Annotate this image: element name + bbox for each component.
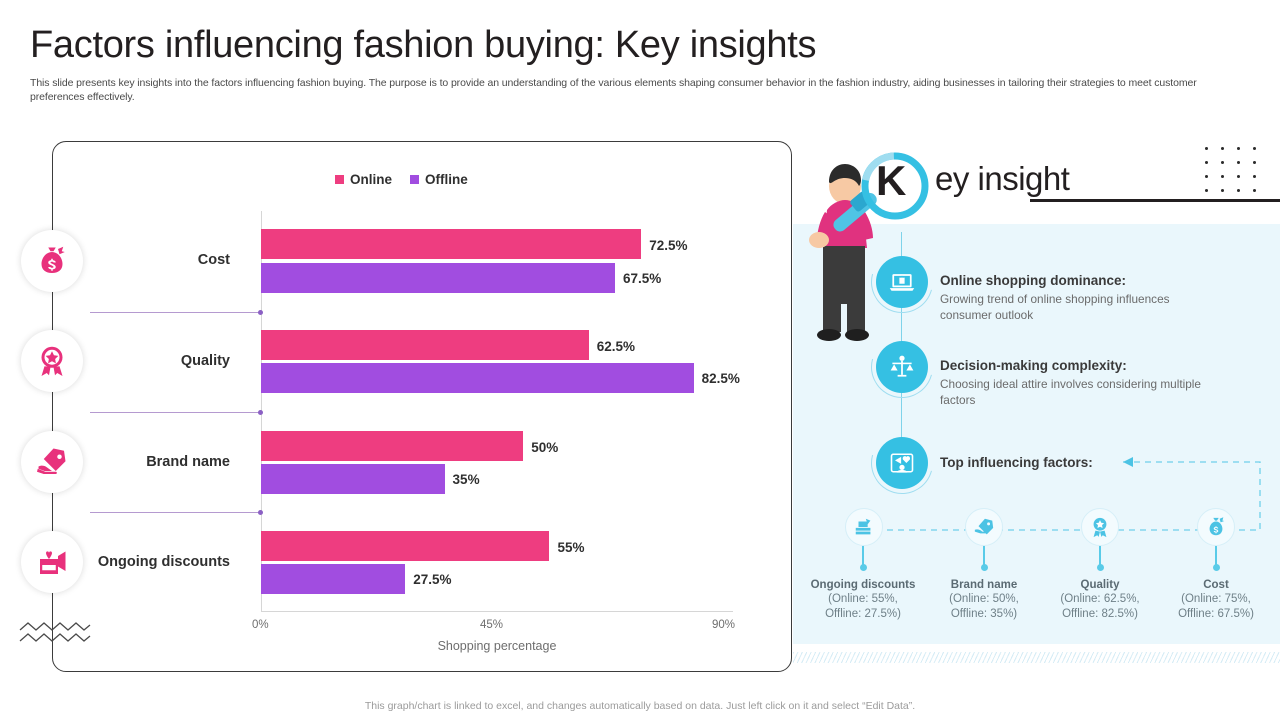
factor-stem-2 bbox=[983, 546, 986, 570]
hatched-band-decoration bbox=[793, 652, 1280, 663]
legend-swatch-offline bbox=[410, 175, 420, 184]
page-subtitle: This slide presents key insights into th… bbox=[30, 77, 1197, 103]
laptop-shopping-icon bbox=[876, 256, 928, 308]
person-with-magnifier-illustration bbox=[809, 164, 877, 341]
insight-desc-1: Growing trend of online shopping influen… bbox=[940, 292, 1170, 322]
category-label-brand: Brand name bbox=[146, 454, 230, 470]
bar-value-offline-cost: 67.5% bbox=[623, 271, 662, 286]
discount-megaphone-icon bbox=[21, 531, 83, 593]
factor-label-2: Brand name bbox=[950, 579, 1018, 591]
page-title: Factors influencing fashion buying: Key … bbox=[30, 24, 817, 66]
bar-online-brand bbox=[261, 431, 524, 461]
x-axis-title: Shopping percentage bbox=[437, 639, 557, 653]
legend-label-offline: Offline bbox=[425, 172, 468, 187]
quality-badge-icon bbox=[1081, 508, 1119, 546]
group-connector-3 bbox=[90, 512, 261, 513]
bar-offline-brand bbox=[261, 464, 445, 494]
price-tag-hand-icon bbox=[21, 431, 83, 493]
price-tag-hand-icon bbox=[965, 508, 1003, 546]
zigzag-decoration bbox=[19, 622, 91, 642]
group-connector-dot-3 bbox=[258, 510, 263, 515]
factor-label-1: Ongoing discounts bbox=[810, 579, 916, 591]
chart-card bbox=[52, 141, 792, 672]
group-connector-dot-1 bbox=[258, 310, 263, 315]
category-label-discounts: Ongoing discounts bbox=[97, 554, 230, 570]
bar-offline-quality bbox=[261, 363, 694, 393]
money-bag-icon bbox=[21, 230, 83, 292]
balance-scale-person-icon bbox=[876, 341, 928, 393]
bar-online-quality bbox=[261, 330, 589, 360]
legend-item-online: Online bbox=[335, 172, 392, 187]
factor-label-4: Cost bbox=[1203, 579, 1229, 591]
key-insight-heading: ey insight bbox=[935, 160, 1070, 197]
bar-value-online-brand: 50% bbox=[531, 440, 559, 455]
x-tick-0: 0% bbox=[252, 619, 269, 631]
x-tick-90: 90% bbox=[712, 619, 736, 631]
key-letter: K bbox=[876, 157, 907, 204]
bar-value-online-discounts: 55% bbox=[557, 540, 585, 555]
key-insight-underline bbox=[1030, 199, 1280, 202]
legend-swatch-online bbox=[335, 175, 344, 184]
magnifier-ring-icon bbox=[861, 152, 929, 220]
bar-online-discounts bbox=[261, 531, 550, 561]
chart-x-axis bbox=[261, 611, 733, 613]
factor-dot-1 bbox=[860, 564, 867, 571]
insight-desc-2: Choosing ideal attire involves consideri… bbox=[940, 377, 1201, 407]
quality-badge-icon bbox=[21, 330, 83, 392]
bar-value-online-quality: 62.5% bbox=[596, 339, 636, 354]
x-tick-45: 45% bbox=[480, 619, 504, 631]
category-label-quality: Quality bbox=[180, 353, 230, 369]
money-bag-icon bbox=[1197, 508, 1235, 546]
bar-offline-discounts bbox=[261, 564, 406, 594]
factor-stem-1 bbox=[862, 546, 865, 570]
factor-label-3: Quality bbox=[1080, 579, 1120, 591]
factor-dot-2 bbox=[981, 564, 988, 571]
key-insight-panel bbox=[793, 224, 1280, 644]
icon-rail-line bbox=[52, 230, 54, 560]
group-connector-2 bbox=[90, 412, 261, 413]
factor-dot-4 bbox=[1213, 564, 1220, 571]
bar-value-offline-quality: 82.5% bbox=[701, 371, 740, 386]
insight-title-2: Decision-making complexity: bbox=[940, 358, 1127, 373]
factor-stem-3 bbox=[1099, 546, 1102, 570]
group-connector-dot-2 bbox=[258, 410, 263, 415]
bar-online-cost bbox=[261, 229, 642, 259]
factor-stem-4 bbox=[1215, 546, 1218, 570]
factor-dot-3 bbox=[1097, 564, 1104, 571]
bar-value-offline-discounts: 27.5% bbox=[413, 572, 452, 587]
bar-value-online-cost: 72.5% bbox=[649, 238, 688, 253]
chart-legend: Online Offline bbox=[335, 172, 468, 187]
discount-stack-icon bbox=[845, 508, 883, 546]
factor-value-1: (Online: 55%, Offline: 27.5%) bbox=[825, 593, 901, 620]
legend-item-offline: Offline bbox=[410, 172, 468, 187]
factor-value-2: (Online: 50%, Offline: 35%) bbox=[949, 593, 1019, 620]
factor-flow-dashed-path bbox=[868, 457, 1261, 531]
legend-label-online: Online bbox=[350, 172, 393, 187]
customer-preference-icon bbox=[876, 437, 928, 489]
insight-title-3: Top influencing factors: bbox=[940, 455, 1093, 470]
bar-offline-cost bbox=[261, 263, 615, 293]
bar-value-offline-brand: 35% bbox=[452, 472, 480, 487]
insight-title-1: Online shopping dominance: bbox=[940, 273, 1127, 288]
factor-value-3: (Online: 62.5%, Offline: 82.5%) bbox=[1060, 593, 1140, 620]
footer-note: This graph/chart is linked to excel, and… bbox=[364, 700, 916, 712]
group-connector-1 bbox=[90, 312, 261, 313]
category-label-cost: Cost bbox=[197, 252, 230, 268]
factor-value-4: (Online: 75%, Offline: 67.5%) bbox=[1178, 593, 1254, 620]
